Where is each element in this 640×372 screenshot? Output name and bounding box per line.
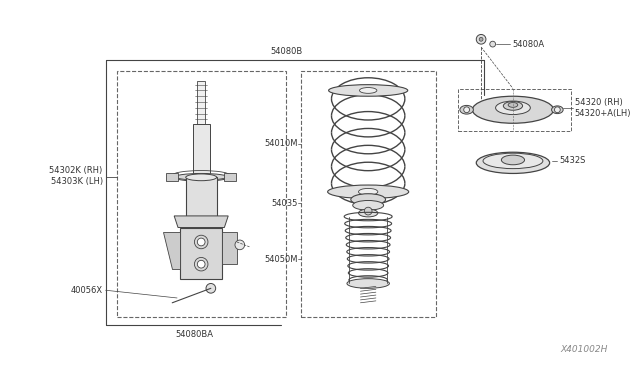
Polygon shape bbox=[174, 216, 228, 228]
Text: 54320 (RH): 54320 (RH) bbox=[575, 97, 623, 106]
Polygon shape bbox=[166, 173, 178, 181]
Text: 40056X: 40056X bbox=[70, 286, 103, 295]
Text: 54010M: 54010M bbox=[264, 139, 298, 148]
Text: 5432S: 5432S bbox=[559, 156, 586, 166]
Text: 54080BA: 54080BA bbox=[175, 330, 213, 339]
Ellipse shape bbox=[503, 102, 523, 110]
Circle shape bbox=[464, 107, 470, 113]
Circle shape bbox=[554, 107, 560, 113]
Ellipse shape bbox=[472, 96, 554, 123]
Ellipse shape bbox=[347, 279, 389, 288]
Ellipse shape bbox=[328, 185, 409, 199]
Ellipse shape bbox=[476, 152, 550, 173]
Ellipse shape bbox=[351, 194, 385, 205]
Text: 54050M: 54050M bbox=[264, 255, 298, 264]
Ellipse shape bbox=[501, 155, 525, 165]
Ellipse shape bbox=[186, 174, 216, 181]
Circle shape bbox=[476, 35, 486, 44]
Text: 54302K (RH): 54302K (RH) bbox=[49, 166, 103, 175]
Polygon shape bbox=[193, 124, 210, 177]
Polygon shape bbox=[180, 228, 223, 279]
Circle shape bbox=[197, 238, 205, 246]
Ellipse shape bbox=[358, 209, 378, 217]
Text: 54320+A(LH): 54320+A(LH) bbox=[575, 109, 631, 118]
Text: 54303K (LH): 54303K (LH) bbox=[51, 177, 103, 186]
Text: 54080B: 54080B bbox=[270, 47, 302, 56]
Ellipse shape bbox=[360, 87, 377, 93]
Polygon shape bbox=[197, 81, 205, 124]
Ellipse shape bbox=[552, 106, 563, 113]
Circle shape bbox=[479, 37, 483, 41]
Circle shape bbox=[197, 260, 205, 268]
Ellipse shape bbox=[328, 85, 408, 96]
Circle shape bbox=[364, 207, 372, 215]
Ellipse shape bbox=[495, 101, 531, 115]
Polygon shape bbox=[223, 232, 237, 264]
Ellipse shape bbox=[353, 201, 383, 210]
Text: 54080A: 54080A bbox=[512, 39, 544, 49]
Polygon shape bbox=[225, 173, 236, 181]
Ellipse shape bbox=[508, 103, 518, 108]
Text: X401002H: X401002H bbox=[560, 345, 607, 354]
Circle shape bbox=[206, 283, 216, 293]
Ellipse shape bbox=[460, 105, 474, 114]
Circle shape bbox=[490, 41, 495, 47]
Polygon shape bbox=[163, 232, 180, 269]
Ellipse shape bbox=[483, 153, 543, 169]
Text: 54035: 54035 bbox=[271, 199, 298, 208]
Circle shape bbox=[235, 240, 244, 250]
Polygon shape bbox=[186, 177, 216, 216]
Ellipse shape bbox=[358, 188, 378, 195]
Ellipse shape bbox=[174, 173, 228, 181]
